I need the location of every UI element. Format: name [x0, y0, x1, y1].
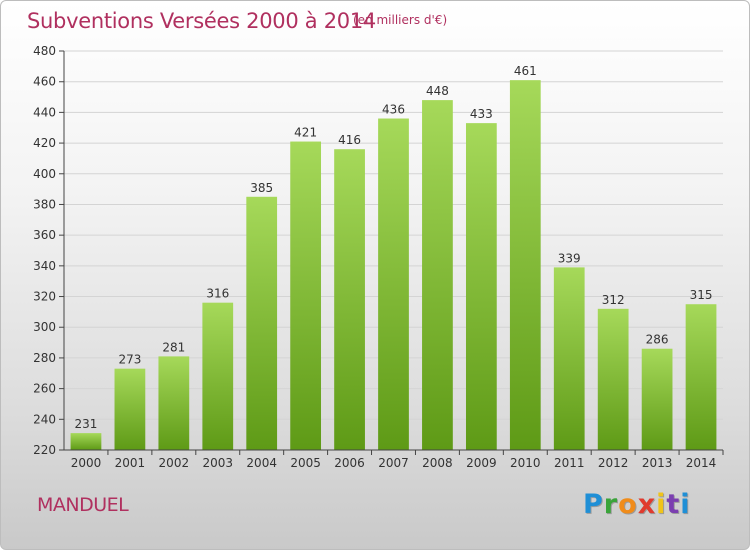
y-tick-label: 420	[33, 136, 56, 150]
y-tick-label: 220	[33, 443, 56, 457]
bar-2009	[465, 123, 497, 450]
chart-subtitle: (en milliers d'€)	[353, 13, 448, 27]
bar-2013	[641, 348, 673, 450]
y-tick-label: 480	[33, 44, 56, 58]
data-label: 385	[250, 181, 273, 195]
data-label: 461	[514, 64, 537, 78]
x-tick-label: 2007	[378, 456, 409, 470]
x-tick-label: 2004	[246, 456, 277, 470]
data-label: 421	[294, 126, 317, 140]
data-label: 448	[426, 84, 449, 98]
y-tick-label: 440	[33, 105, 56, 119]
data-label: 339	[558, 251, 581, 265]
data-label: 433	[470, 107, 493, 121]
x-tick-label: 2010	[510, 456, 541, 470]
bar-2002	[158, 356, 190, 450]
y-tick-label: 260	[33, 382, 56, 396]
bar-2008	[422, 100, 453, 450]
data-label: 436	[382, 103, 405, 117]
y-tick-label: 280	[33, 351, 56, 365]
y-tick-label: 460	[33, 75, 56, 89]
bar-2010	[509, 80, 541, 451]
bar-2006	[334, 149, 365, 450]
bar-2011	[553, 267, 585, 450]
x-tick-label: 2008	[422, 456, 453, 470]
data-label: 416	[338, 133, 361, 147]
data-label: 273	[118, 353, 141, 367]
x-tick-label: 2005	[290, 456, 321, 470]
y-tick-label: 340	[33, 259, 56, 273]
bar-2007	[378, 118, 409, 451]
data-label: 315	[690, 288, 713, 302]
proxiti-logo: Proxiti	[583, 489, 691, 520]
bar-2014	[685, 304, 717, 450]
bar-2012	[597, 308, 629, 450]
y-tick-label: 380	[33, 197, 56, 211]
x-tick-label: 2014	[686, 456, 717, 470]
axes: 220 240 260 280 300 320 340 360 380 400 420 440 460 4…	[33, 44, 724, 470]
x-tick-label: 2013	[642, 456, 673, 470]
chart-title: Subventions Versées 2000 à 2014	[27, 9, 376, 33]
data-label: 286	[646, 333, 669, 347]
x-tick-label: 2001	[115, 456, 146, 470]
y-tick-label: 240	[33, 412, 56, 426]
bar-2003	[202, 302, 234, 450]
data-label: 231	[75, 417, 98, 431]
x-tick-label: 2000	[71, 456, 102, 470]
y-tick-label: 300	[33, 320, 56, 334]
data-label: 281	[162, 340, 185, 354]
x-tick-label: 2002	[159, 456, 190, 470]
x-tick-label: 2011	[554, 456, 585, 470]
commune-name: MANDUEL	[37, 494, 129, 516]
bar-2005	[290, 141, 322, 451]
x-tick-label: 2003	[202, 456, 233, 470]
x-tick-label: 2006	[334, 456, 365, 470]
x-tick-label: 2012	[598, 456, 629, 470]
bar-2001	[114, 368, 146, 450]
y-tick-label: 320	[33, 290, 56, 304]
y-tick-label: 360	[33, 228, 56, 242]
data-label: 312	[602, 293, 625, 307]
y-tick-label: 400	[33, 167, 56, 181]
x-tick-label: 2009	[466, 456, 497, 470]
bar-2000	[70, 433, 102, 450]
bars: 231 273 281 316 385 421 416 436 448 433 461 339 312 2…	[70, 64, 717, 451]
bar-2004	[246, 196, 278, 450]
data-label: 316	[206, 287, 229, 301]
